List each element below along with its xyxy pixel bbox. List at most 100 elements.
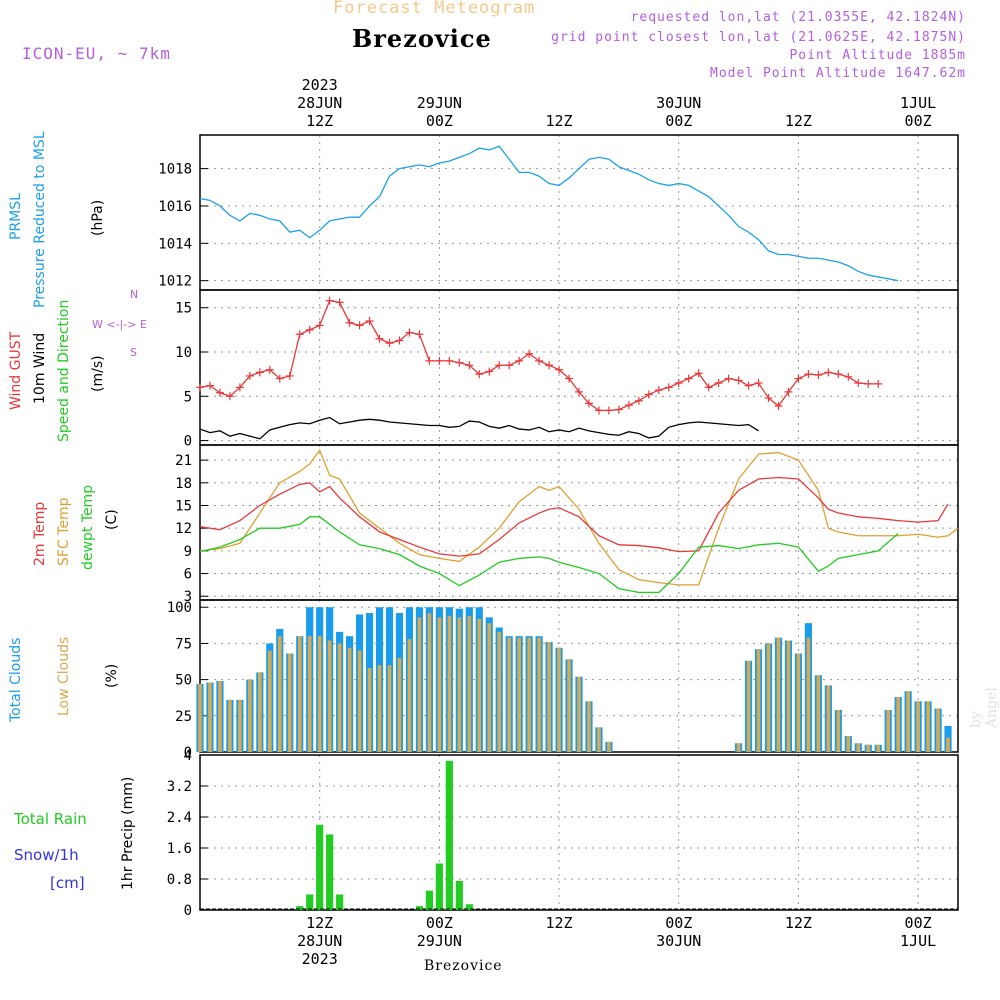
gust-marker: [215, 388, 224, 397]
top-axis-label: 12Z: [546, 112, 573, 130]
y-tick-label: 0.8: [167, 872, 192, 888]
bottom-axis-label: 00Z: [426, 914, 453, 932]
low-cloud-bar: [607, 741, 611, 752]
low-cloud-bar: [487, 623, 492, 752]
low-cloud-bar: [277, 636, 282, 752]
bottom-axis-label: 30JUN: [656, 932, 701, 950]
bottom-axis-label: 12Z: [785, 914, 812, 932]
low-cloud-bar: [746, 660, 751, 752]
dewpt-line: [199, 516, 899, 594]
low-cloud-bar: [786, 640, 791, 752]
gust-marker: [864, 379, 873, 388]
y-tick-label: 21: [175, 453, 192, 469]
total-rain-label: Total Rain: [14, 810, 87, 828]
model-altitude: Model Point Altitude 1647.62m: [710, 66, 966, 81]
station-name: Brezovice: [352, 24, 492, 53]
bottom-axis-label: 28JUN: [297, 932, 342, 950]
low-cloud-bar: [337, 643, 342, 752]
rain-bar: [306, 894, 314, 910]
gust-marker: [235, 383, 244, 392]
low-cloud-bar: [796, 653, 801, 752]
low-cloud-bar: [347, 647, 352, 752]
rain-bar: [296, 906, 304, 910]
gust-marker: [834, 370, 843, 379]
rain-bar: [455, 880, 463, 910]
gust-marker: [854, 379, 863, 387]
gust-marker: [465, 361, 474, 370]
gust-marker: [305, 325, 314, 334]
gust-marker: [784, 387, 793, 396]
low-cloud-bar: [736, 743, 741, 752]
gust-marker: [405, 328, 414, 337]
low-cloud-bar: [367, 668, 372, 752]
wind10m-line: [199, 416, 759, 440]
gust-marker: [565, 374, 574, 383]
low-cloud-bar: [866, 744, 871, 752]
low-cloud-bar: [547, 641, 551, 752]
gust-marker: [395, 336, 404, 345]
low-cloud-bar: [238, 699, 242, 752]
low-cloud-bar: [397, 657, 402, 752]
y-tick-label: 9: [184, 544, 192, 560]
top-axis-label: 29JUN: [417, 94, 462, 112]
low-cloud-bar: [517, 637, 521, 752]
gust-marker: [525, 349, 534, 358]
y-tick-label: 4: [184, 748, 192, 764]
rain-bar: [435, 863, 443, 910]
y-tick-label: 1.6: [167, 841, 192, 857]
low-cloud-bar: [876, 744, 881, 752]
y-tick-label: 0: [184, 903, 192, 919]
sfc-temp-line: [199, 448, 959, 586]
temp2m-line: [199, 476, 949, 557]
gust-marker: [515, 356, 524, 365]
meteogram-title: Forecast Meteogram: [333, 0, 536, 18]
gust-marker: [774, 402, 783, 411]
rain-bar: [425, 890, 433, 910]
footer-station: Brezovice: [424, 958, 503, 974]
low-cloud-bar: [856, 743, 861, 752]
gust-marker: [365, 317, 374, 325]
gust-marker: [734, 376, 743, 385]
panel-frame: [199, 444, 959, 601]
model-name: ICON-EU, ~ 7km: [22, 44, 171, 63]
y-tick-label: 3: [184, 589, 192, 605]
low-cloud-bar: [806, 637, 811, 752]
low-cloud-bar: [457, 617, 462, 752]
top-axis-label: 1JUL: [900, 94, 936, 112]
top-axis-label: 28JUN: [297, 94, 342, 112]
gust-marker: [575, 387, 583, 396]
gust-marker: [844, 372, 853, 381]
gust-marker: [315, 321, 324, 330]
gust-marker: [764, 394, 773, 403]
panel-frame: [199, 754, 959, 911]
y-tick-label: 3.2: [167, 779, 192, 795]
low-cloud-bar: [527, 637, 531, 752]
low-cloud-bar: [766, 643, 771, 752]
y-tick-label: 6: [184, 567, 192, 583]
pressure-line: [199, 145, 899, 282]
low-cloud-bar: [248, 679, 252, 752]
gust-marker: [714, 379, 723, 387]
top-axis-label: 00Z: [905, 112, 932, 130]
gust-marker: [345, 318, 354, 327]
low-cloud-bar: [916, 701, 920, 752]
low-cloud-bar: [597, 727, 601, 752]
gust-marker: [335, 298, 344, 307]
low-cloud-bar: [776, 637, 781, 752]
gust-marker: [425, 356, 434, 365]
low-cloud-bar: [287, 653, 292, 752]
gust-marker: [495, 361, 504, 370]
gust-marker: [475, 370, 484, 379]
y-tick-label: 25: [175, 709, 192, 725]
top-axis-label: 2023: [302, 76, 338, 94]
y-tick-label: 1018: [158, 162, 192, 178]
gust-marker: [874, 379, 883, 388]
gust-marker: [385, 339, 394, 348]
low-cloud-bar: [387, 665, 392, 752]
gust-marker: [614, 405, 623, 414]
gust-marker: [225, 392, 234, 401]
rain-bar: [336, 894, 344, 910]
low-cloud-bar: [756, 649, 761, 752]
low-cloud-bar: [557, 647, 561, 752]
